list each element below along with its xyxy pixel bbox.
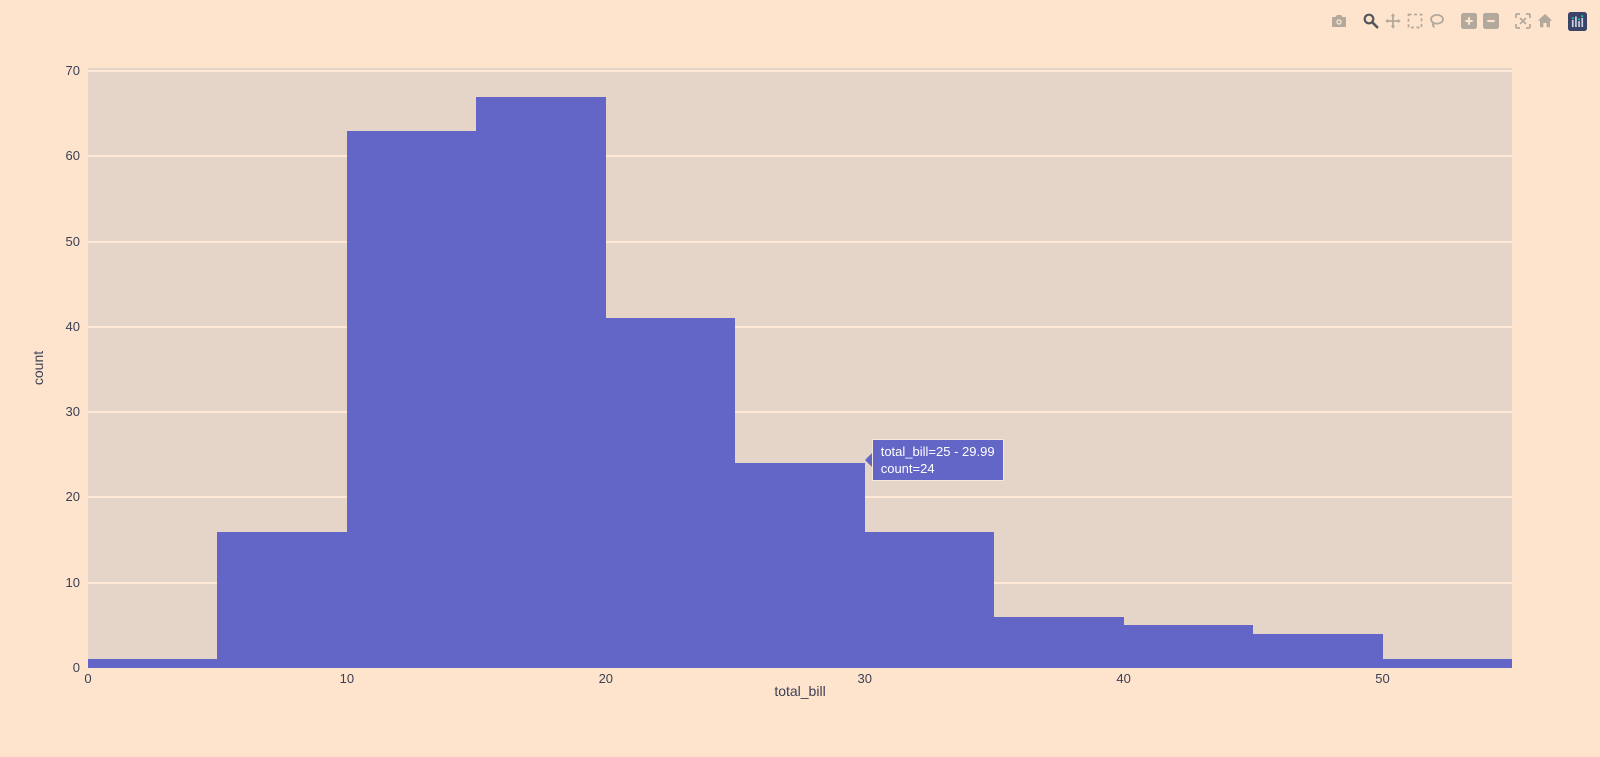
histogram-bar[interactable] xyxy=(606,318,735,668)
y-axis-title: count xyxy=(30,350,46,386)
histogram-bar[interactable] xyxy=(476,96,606,668)
modebar-group-logo xyxy=(1566,10,1588,32)
zoom-out-icon[interactable] xyxy=(1480,10,1502,32)
y-tick-label: 60 xyxy=(65,148,80,164)
modebar-group-axes xyxy=(1512,10,1556,32)
gridline xyxy=(88,240,1512,243)
tooltip-arrow xyxy=(864,453,872,468)
x-tick-label: 50 xyxy=(1375,671,1390,686)
zoom-icon[interactable] xyxy=(1360,10,1382,32)
histogram-bar[interactable] xyxy=(88,659,217,668)
gridline xyxy=(88,411,1512,414)
gridline xyxy=(88,155,1512,158)
histogram-bar[interactable] xyxy=(217,531,347,668)
zoom-in-icon[interactable] xyxy=(1458,10,1480,32)
plot-area[interactable] xyxy=(88,68,1512,668)
histogram-bar[interactable] xyxy=(865,531,994,668)
tooltip-box: total_bill=25 - 29.99 count=24 xyxy=(871,439,1004,482)
x-tick-label: 20 xyxy=(598,671,614,686)
histogram-bar[interactable] xyxy=(994,616,1124,668)
camera-icon[interactable] xyxy=(1328,10,1350,32)
y-tick-label: 50 xyxy=(65,233,80,249)
pan-icon[interactable] xyxy=(1382,10,1404,32)
histogram-bar[interactable] xyxy=(1253,633,1383,668)
histogram-bar[interactable] xyxy=(1383,659,1512,668)
y-tick-label: 10 xyxy=(65,574,80,590)
x-axis-title: total_bill xyxy=(774,683,826,699)
gridline xyxy=(88,69,1512,72)
histogram-bar[interactable] xyxy=(1124,625,1253,668)
modebar-group-download xyxy=(1328,10,1350,32)
modebar xyxy=(1318,10,1588,32)
modebar-group-drag xyxy=(1360,10,1448,32)
modebar-group-zoom xyxy=(1458,10,1502,32)
y-tick-label: 0 xyxy=(72,660,80,675)
y-tick-label: 70 xyxy=(65,62,80,78)
plotly-logo-icon[interactable] xyxy=(1566,10,1588,32)
box-select-icon[interactable] xyxy=(1404,10,1426,32)
x-tick-label: 30 xyxy=(857,671,872,686)
x-tick-label: 0 xyxy=(84,671,92,686)
y-tick-label: 20 xyxy=(65,489,80,505)
hover-tooltip: total_bill=25 - 29.99 count=24 xyxy=(864,439,1004,482)
histogram-bar[interactable] xyxy=(735,463,865,668)
lasso-select-icon[interactable] xyxy=(1426,10,1448,32)
gridline xyxy=(88,325,1512,328)
home-icon[interactable] xyxy=(1534,10,1556,32)
tooltip-line-count: count=24 xyxy=(880,461,935,477)
x-tick-label: 10 xyxy=(339,671,355,686)
histogram-bar[interactable] xyxy=(347,130,476,668)
tooltip-line-bin: total_bill=25 - 29.99 xyxy=(880,444,995,460)
y-tick-label: 40 xyxy=(65,318,80,334)
autoscale-icon[interactable] xyxy=(1512,10,1534,32)
x-tick-label: 40 xyxy=(1116,671,1131,686)
y-tick-label: 30 xyxy=(65,404,80,420)
